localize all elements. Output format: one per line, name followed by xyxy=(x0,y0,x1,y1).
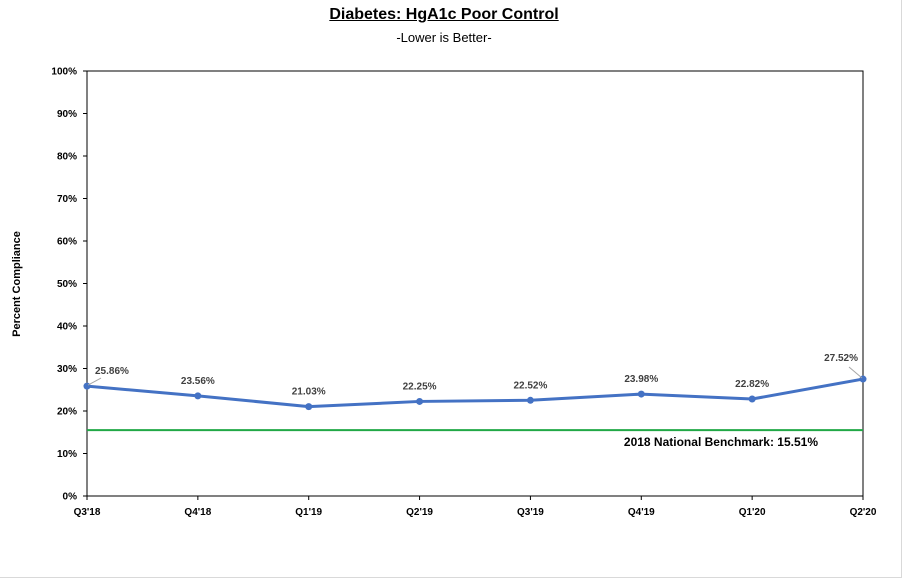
data-label: 23.56% xyxy=(181,376,215,387)
y-tick-label: 90% xyxy=(57,109,77,120)
x-tick-label: Q4'18 xyxy=(184,507,211,518)
data-point xyxy=(526,396,534,404)
leader-line xyxy=(87,377,102,386)
x-tick-label: Q3'19 xyxy=(517,507,544,518)
data-point xyxy=(83,382,91,390)
series xyxy=(83,375,867,411)
y-tick-label: 80% xyxy=(57,152,77,163)
data-label: 27.52% xyxy=(824,353,858,364)
y-tick-label: 10% xyxy=(57,449,77,460)
y-tick-label: 60% xyxy=(57,237,77,248)
x-axis: Q3'18 Q4'18 Q1'19 Q2'19 Q3'19 Q4'19 Q1'20 Q2'20 xyxy=(74,496,877,518)
data-labels: 25.86% 23.56% 21.03% 22.25% 22.52% 23.98% 22.8… xyxy=(87,353,863,398)
y-tick-label: 50% xyxy=(57,279,77,290)
data-point xyxy=(416,397,424,405)
data-label: 23.98% xyxy=(624,374,658,385)
y-tick-label: 40% xyxy=(57,322,77,333)
chart-title: Diabetes: HgA1c Poor Control xyxy=(329,6,559,23)
y-axis: 0% 10% 20% 30% 40% 50% 60% 70% 80% 90% 100% xyxy=(51,67,87,503)
data-label: 22.25% xyxy=(403,381,437,392)
x-tick-label: Q1'20 xyxy=(739,507,766,518)
leader-line xyxy=(848,366,863,379)
y-tick-label: 20% xyxy=(57,407,77,418)
data-point xyxy=(637,390,645,398)
data-label: 22.82% xyxy=(735,379,769,390)
data-label: 21.03% xyxy=(292,387,326,398)
series-line xyxy=(85,377,865,409)
benchmark-label: 2018 National Benchmark: 15.51% xyxy=(624,435,818,449)
data-point xyxy=(305,403,313,411)
benchmark: 2018 National Benchmark: 15.51% xyxy=(87,429,863,449)
chart-subtitle: -Lower is Better- xyxy=(396,30,492,45)
data-point xyxy=(748,395,756,403)
data-label: 22.52% xyxy=(513,380,547,391)
data-label: 25.86% xyxy=(95,366,129,377)
data-point xyxy=(194,392,202,400)
x-tick-label: Q1'19 xyxy=(295,507,322,518)
y-tick-label: 100% xyxy=(51,67,77,78)
y-tick-label: 30% xyxy=(57,364,77,375)
x-tick-label: Q2'19 xyxy=(406,507,433,518)
plot-area xyxy=(86,70,864,497)
y-tick-label: 70% xyxy=(57,194,77,205)
y-tick-label: 0% xyxy=(63,492,78,503)
x-tick-label: Q2'20 xyxy=(850,507,877,518)
x-tick-label: Q4'19 xyxy=(628,507,655,518)
x-tick-label: Q3'18 xyxy=(74,507,101,518)
